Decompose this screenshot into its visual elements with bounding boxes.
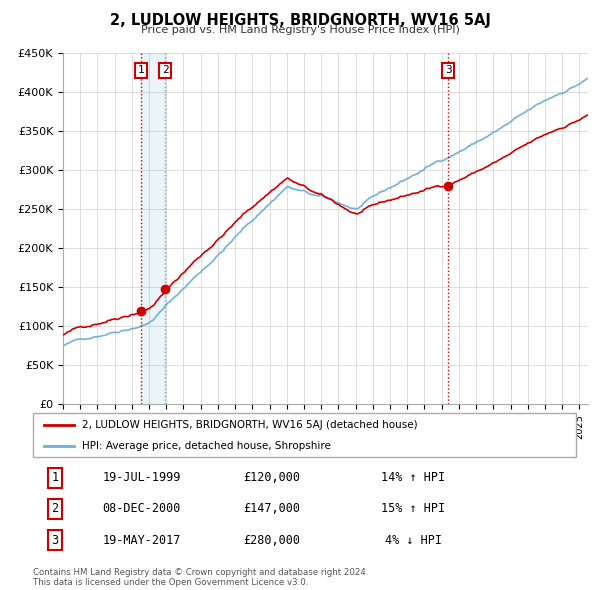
Text: 08-DEC-2000: 08-DEC-2000 xyxy=(103,502,181,516)
Text: 2: 2 xyxy=(51,502,58,516)
Text: 3: 3 xyxy=(51,533,58,546)
Text: 3: 3 xyxy=(445,65,452,76)
Text: £280,000: £280,000 xyxy=(244,533,301,546)
Text: 15% ↑ HPI: 15% ↑ HPI xyxy=(381,502,445,516)
Text: HPI: Average price, detached house, Shropshire: HPI: Average price, detached house, Shro… xyxy=(82,441,331,451)
Text: 2, LUDLOW HEIGHTS, BRIDGNORTH, WV16 5AJ (detached house): 2, LUDLOW HEIGHTS, BRIDGNORTH, WV16 5AJ … xyxy=(82,421,418,430)
Text: 19-JUL-1999: 19-JUL-1999 xyxy=(103,471,181,484)
Text: 1: 1 xyxy=(51,471,58,484)
Text: 14% ↑ HPI: 14% ↑ HPI xyxy=(381,471,445,484)
Text: This data is licensed under the Open Government Licence v3.0.: This data is licensed under the Open Gov… xyxy=(33,578,308,587)
Text: 4% ↓ HPI: 4% ↓ HPI xyxy=(385,533,442,546)
Bar xyxy=(141,53,165,404)
Text: Contains HM Land Registry data © Crown copyright and database right 2024.: Contains HM Land Registry data © Crown c… xyxy=(33,568,368,576)
Text: 2, LUDLOW HEIGHTS, BRIDGNORTH, WV16 5AJ: 2, LUDLOW HEIGHTS, BRIDGNORTH, WV16 5AJ xyxy=(110,13,490,28)
Text: 2: 2 xyxy=(162,65,169,76)
Text: 1: 1 xyxy=(138,65,145,76)
Text: Price paid vs. HM Land Registry's House Price Index (HPI): Price paid vs. HM Land Registry's House … xyxy=(140,25,460,35)
FancyBboxPatch shape xyxy=(33,413,576,457)
Text: £120,000: £120,000 xyxy=(244,471,301,484)
Text: £147,000: £147,000 xyxy=(244,502,301,516)
Text: 19-MAY-2017: 19-MAY-2017 xyxy=(103,533,181,546)
